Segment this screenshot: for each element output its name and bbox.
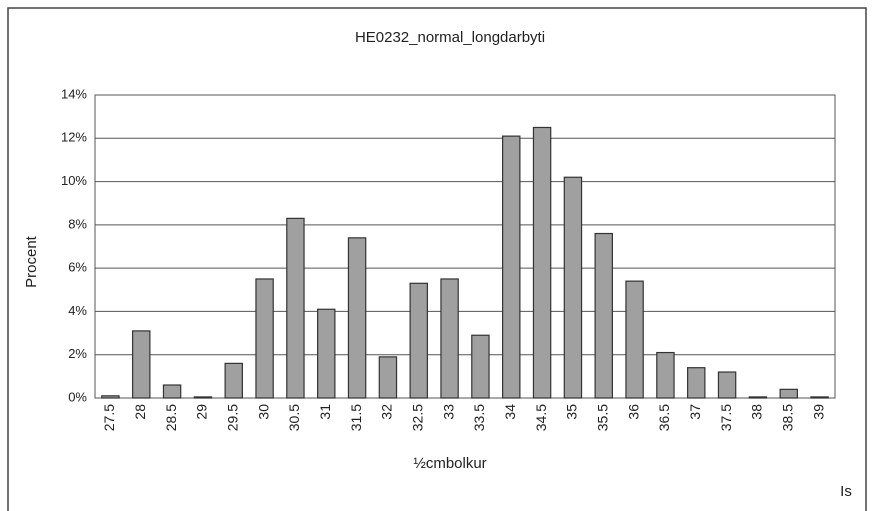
bar xyxy=(255,278,274,399)
x-tick-label: 29.5 xyxy=(224,404,240,431)
plot-area xyxy=(94,94,836,399)
bar xyxy=(594,232,613,399)
bar xyxy=(532,126,552,399)
bar xyxy=(162,384,182,399)
bar xyxy=(625,280,644,399)
bar xyxy=(563,176,583,399)
x-tick-label: 33.5 xyxy=(471,404,487,431)
x-tick-label: 31 xyxy=(317,404,333,420)
x-tick-label: 29 xyxy=(194,404,210,420)
annotation: Is xyxy=(840,483,852,500)
y-tick-label: 10% xyxy=(61,173,87,188)
bar xyxy=(748,396,768,399)
bar xyxy=(317,308,336,399)
bar xyxy=(687,367,706,399)
x-tick-label: 31.5 xyxy=(348,404,364,431)
x-tick-label: 35 xyxy=(564,404,580,420)
bar xyxy=(409,282,428,399)
bar xyxy=(779,388,798,399)
x-tick-label: 37.5 xyxy=(718,404,734,431)
bar xyxy=(656,351,675,399)
x-axis-label: ½cmbolkur xyxy=(413,455,486,472)
bar xyxy=(378,356,398,399)
y-tick-label: 8% xyxy=(68,216,87,231)
x-tick-label: 39 xyxy=(810,404,826,420)
x-tick-label: 36 xyxy=(625,404,641,420)
bar xyxy=(440,278,459,399)
x-tick-label: 33 xyxy=(440,404,456,420)
x-tick-label: 30 xyxy=(255,404,271,420)
x-tick-label: 32 xyxy=(379,404,395,420)
bar xyxy=(502,135,521,399)
bar xyxy=(810,396,829,399)
bar xyxy=(132,330,151,399)
x-tick-label: 28 xyxy=(132,404,148,420)
x-tick-label: 34.5 xyxy=(533,404,549,431)
y-tick-label: 12% xyxy=(61,130,87,145)
bar xyxy=(717,371,737,399)
bar xyxy=(224,362,243,399)
bar xyxy=(347,237,367,399)
x-tick-label: 27.5 xyxy=(101,404,117,431)
x-tick-label: 32.5 xyxy=(409,404,425,431)
x-tick-label: 38.5 xyxy=(779,404,795,431)
y-tick-label: 6% xyxy=(68,260,87,275)
y-tick-label: 14% xyxy=(61,86,87,101)
bar xyxy=(193,396,213,399)
x-tick-label: 36.5 xyxy=(656,404,672,431)
bar xyxy=(101,395,120,399)
bar xyxy=(286,217,305,399)
y-tick-label: 2% xyxy=(68,346,87,361)
y-tick-label: 0% xyxy=(68,389,87,404)
x-tick-label: 30.5 xyxy=(286,404,302,431)
x-tick-label: 28.5 xyxy=(163,404,179,431)
bar xyxy=(471,334,490,399)
x-tick-label: 38 xyxy=(749,404,765,420)
x-tick-label: 34 xyxy=(502,404,518,420)
y-axis-label: Procent xyxy=(23,235,40,288)
chart-title: HE0232_normal_longdarbyti xyxy=(355,29,545,46)
x-tick-label: 35.5 xyxy=(594,404,610,431)
x-tick-label: 37 xyxy=(687,404,703,420)
y-tick-label: 4% xyxy=(68,303,87,318)
